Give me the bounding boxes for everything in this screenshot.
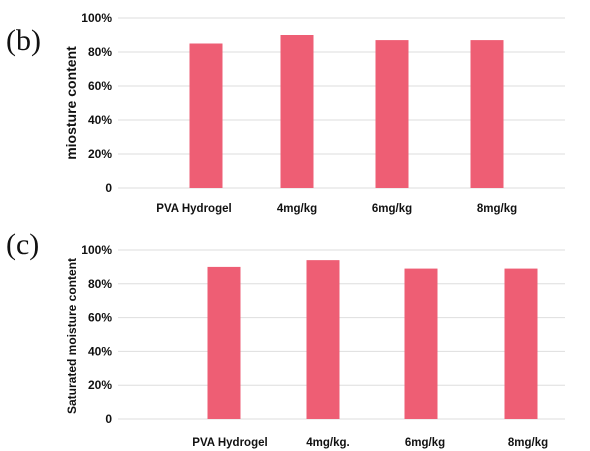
x-tick-label: 6mg/kg (405, 437, 445, 449)
chart-panel-c: (c) Saturated moisture content 0 20% 40% 60… (6, 228, 565, 449)
x-tick-label: 4mg/kg (277, 203, 317, 215)
bar-3 (404, 268, 438, 419)
y-tick-labels-b: 0 20% 40% 60% 80% 100% (81, 11, 112, 195)
bar-4 (470, 40, 504, 188)
y-tick-label: 100% (81, 243, 112, 257)
x-tick-label: 8mg/kg (508, 437, 548, 449)
bars-c (207, 260, 538, 419)
chart-panel-b: (b) miosture content 0 20% 40% 60% 80% 100% P… (6, 11, 565, 215)
y-tick-label: 80% (88, 277, 112, 291)
y-axis-label-b: miosture content (63, 46, 79, 160)
y-tick-label: 20% (88, 147, 112, 161)
category-labels-c: PVA Hydrogel 4mg/kg. 6mg/kg 8mg/kg (192, 437, 548, 449)
y-tick-label: 40% (88, 344, 112, 358)
y-tick-labels-c: 0 20% 40% 60% 80% 100% (81, 243, 112, 426)
gridlines-c (118, 249, 565, 420)
y-tick-label: 60% (88, 79, 112, 93)
x-tick-label: PVA Hydrogel (192, 437, 267, 449)
bar-4 (504, 268, 538, 419)
y-axis-label-c: Saturated moisture content (65, 258, 79, 414)
x-tick-label: 4mg/kg. (306, 437, 349, 449)
bar-1 (189, 43, 223, 188)
bars-b (189, 35, 504, 188)
x-tick-label: 6mg/kg (372, 203, 412, 215)
x-tick-label: 8mg/kg (477, 203, 517, 215)
panel-label-c: (c) (6, 228, 39, 261)
y-tick-label: 40% (88, 113, 112, 127)
bar-2 (280, 35, 314, 188)
bar-1 (207, 266, 241, 419)
y-tick-label: 0 (105, 412, 112, 426)
bar-3 (375, 40, 409, 188)
x-tick-label: PVA Hydrogel (156, 203, 231, 215)
panel-label-b: (b) (6, 24, 41, 57)
y-tick-label: 0 (105, 181, 112, 195)
bar-2 (306, 260, 340, 419)
y-tick-label: 60% (88, 311, 112, 325)
y-tick-label: 100% (81, 11, 112, 25)
y-tick-label: 80% (88, 45, 112, 59)
y-tick-label: 20% (88, 378, 112, 392)
category-labels-b: PVA Hydrogel 4mg/kg 6mg/kg 8mg/kg (156, 203, 517, 215)
